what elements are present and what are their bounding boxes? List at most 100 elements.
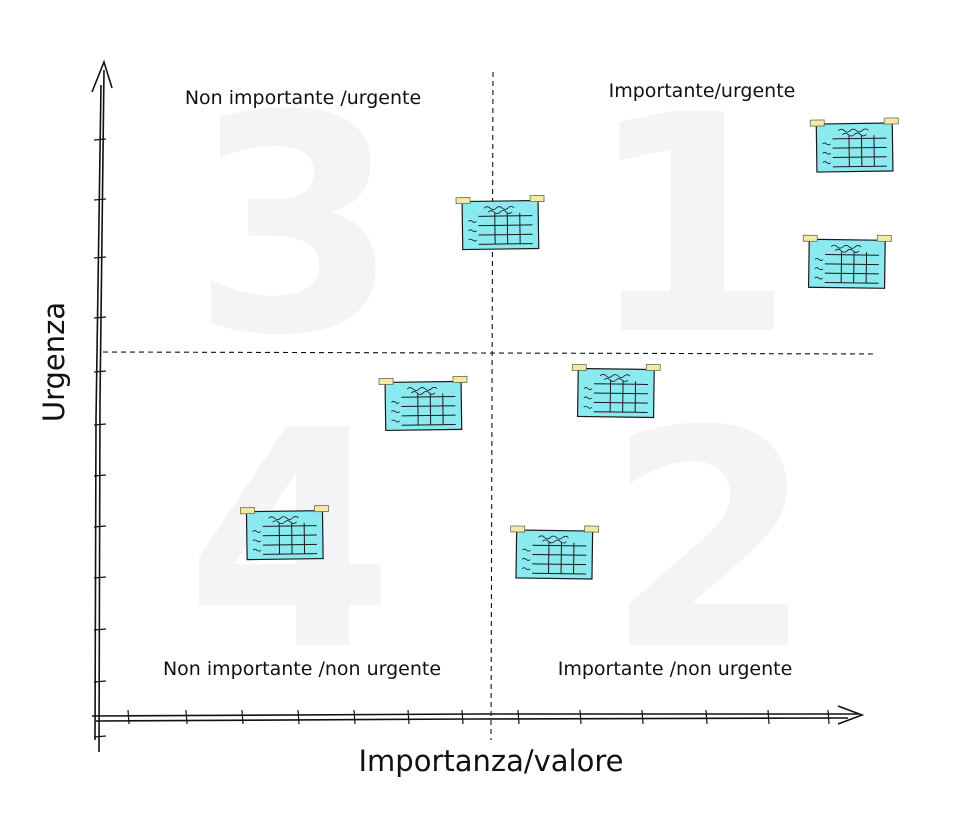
note-scribble [599,373,631,383]
notes-layer [240,117,899,580]
quadrant-label-3: Non importante /urgente [185,87,421,109]
y-axis-tick [93,198,107,201]
note-grid-row [824,272,879,275]
note-cell-scribble [391,410,400,414]
sticky-note [571,363,661,419]
note-grid-row [825,253,880,256]
tape-right [876,234,892,242]
note-grid-row [478,233,533,236]
quadrant-number-1: 1 [586,52,795,401]
note-cell-scribble [252,530,262,533]
note-grid-row [532,572,587,575]
note-grid-row [401,414,456,417]
x-axis-title: Importanza/valore [358,744,623,778]
note-grid-row [593,401,648,404]
note-grid-row [832,137,887,140]
note-cell-scribble [822,151,831,155]
note-cell-scribble [468,229,477,233]
x-axis-tick [353,709,356,725]
note-cell-scribble [391,400,400,404]
note-grid-row [832,146,887,149]
sticky-note [809,117,899,173]
y-axis-tick [93,680,107,683]
note-grid-row [532,563,587,566]
x-axis [91,705,865,725]
note-cell-scribble [521,567,531,571]
x-axis-tick [579,709,582,725]
note-grid-row [478,224,533,227]
note-scribble [483,205,515,214]
quadrant-label-1: Importante/urgente [609,80,796,102]
vertical-divider [490,71,494,741]
sticky-note [510,525,600,580]
note-cell-scribble [252,539,262,543]
note-grid-row [262,534,317,537]
x-axis-tick [517,709,520,725]
horizontal-divider [102,351,876,355]
x-axis-tick [641,709,644,725]
quadrant-number-3: 3 [191,52,400,401]
quadrant-label-2: Importante /non urgente [558,658,793,680]
note-grid-row [824,281,879,284]
note-cell-scribble [522,548,531,552]
note-cell-scribble [252,548,262,552]
x-axis-tick [407,709,410,725]
note-grid-row [478,243,533,245]
sticky-note [802,234,892,289]
note-grid-row [594,383,649,385]
y-axis-tick [93,316,107,319]
note-grid-row [593,392,648,395]
tape-right [645,364,661,372]
note-cell-scribble [583,396,593,400]
note-scribble [268,516,299,525]
note-grid-row [832,156,887,158]
y-axis-tick [93,525,107,528]
note-grid-row [263,553,318,555]
y-axis-tick [93,256,107,259]
note-grid-row [593,411,648,413]
tape-right [452,375,468,383]
note-grid-row [262,543,317,546]
y-axis [91,59,113,753]
y-axis-tick [93,370,107,373]
sticky-note [378,375,468,432]
note-cell-scribble [583,405,592,409]
note-cell-scribble [814,267,824,271]
note-grid-row [532,554,587,556]
note-scribble [838,128,869,137]
tape-left [240,507,255,515]
note-cell-scribble [814,257,824,261]
tape-left [510,525,526,533]
tape-left [809,119,825,127]
y-axis-tick [93,423,107,426]
tape-right [313,505,329,513]
note-scribble [538,535,569,544]
x-axis-tick [297,709,300,725]
quadrant-number-2: 2 [606,367,815,716]
y-axis-tick [93,138,107,141]
x-axis-tick [705,709,708,725]
note-cell-scribble [822,142,831,146]
note-cell-scribble [468,220,477,223]
y-axis-title: Urgenza [37,302,71,422]
note-cell-scribble [468,238,477,242]
y-axis-tick [93,628,107,631]
sticky-note [455,195,545,251]
tape-left [455,197,471,205]
note-cell-scribble [391,419,400,423]
note-grid-row [401,423,456,426]
note-grid-row [401,395,456,398]
y-axis-tick [93,735,107,738]
note-grid-row [478,215,533,217]
tape-left [571,363,587,371]
tape-left [378,377,394,385]
note-cell-scribble [814,276,823,280]
y-axis-tick [93,474,107,477]
y-axis-tick [93,576,107,579]
tape-right [529,195,545,203]
note-cell-scribble [822,161,832,164]
tape-right [584,525,600,533]
note-scribble [830,244,862,253]
note-grid-row [824,263,879,266]
